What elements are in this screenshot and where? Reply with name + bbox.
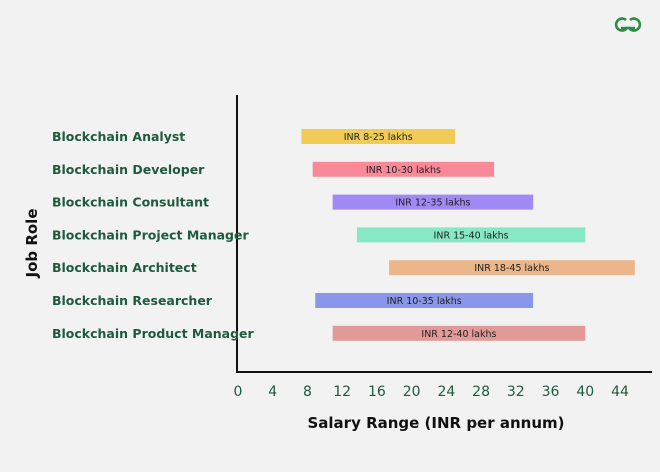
x-tick-label: 28 <box>472 384 490 400</box>
category-label: Blockchain Architect <box>52 260 197 275</box>
bar-label: INR 18-45 lakhs <box>474 263 549 274</box>
category-label: Blockchain Analyst <box>52 129 185 144</box>
x-tick-label: 20 <box>403 384 421 400</box>
y-axis-label: Job Role <box>23 208 41 278</box>
x-tick-label: 16 <box>368 384 386 400</box>
range-bar <box>312 161 495 177</box>
x-tick-label: 8 <box>303 384 312 400</box>
bar-label: INR 12-35 lakhs <box>395 198 470 209</box>
bar-label: INR 15-40 lakhs <box>434 230 509 241</box>
range-bar <box>332 325 586 341</box>
bar-label: INR 10-35 lakhs <box>387 296 462 307</box>
category-label: Blockchain Product Manager <box>52 326 255 341</box>
x-tick-label: 36 <box>542 384 560 400</box>
range-bar <box>301 129 456 144</box>
bar-label: INR 8-25 lakhs <box>344 132 413 143</box>
range-bar <box>315 293 534 308</box>
x-tick-label: 40 <box>576 384 594 400</box>
x-tick-label: 4 <box>268 384 277 400</box>
category-label: Blockchain Project Manager <box>52 227 249 242</box>
range-bar <box>389 260 635 276</box>
range-bar <box>332 194 534 210</box>
x-tick-label: 0 <box>234 384 243 400</box>
x-tick-label: 24 <box>437 384 455 400</box>
x-tick-label: 12 <box>333 384 351 400</box>
category-label: Blockchain Researcher <box>52 293 213 308</box>
x-axis-label: Salary Range (INR per annum) <box>307 414 564 432</box>
x-tick-label: 32 <box>507 384 525 400</box>
bar-label: INR 12-40 lakhs <box>421 329 496 340</box>
range-bar <box>356 227 586 243</box>
bar-label: INR 10-30 lakhs <box>366 165 441 176</box>
category-label: Blockchain Consultant <box>52 195 209 210</box>
category-label: Blockchain Developer <box>52 162 205 177</box>
x-tick-label: 44 <box>611 384 629 400</box>
logo <box>614 17 642 32</box>
